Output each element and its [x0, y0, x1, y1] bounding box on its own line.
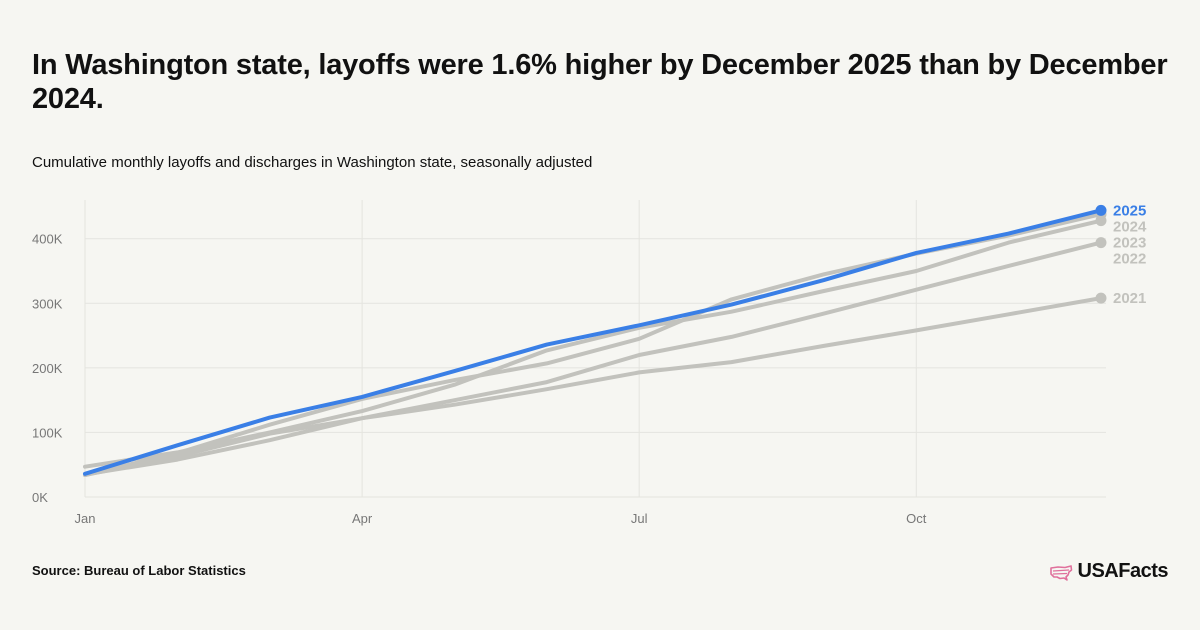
source-note: Source: Bureau of Labor Statistics	[32, 563, 246, 578]
x-tick-label: Apr	[352, 511, 373, 526]
y-tick-label: 300K	[32, 296, 63, 311]
axis-labels: 0K 100K 200K 300K 400K Jan Apr Jul Oct	[32, 232, 927, 526]
x-tick-label: Jan	[75, 511, 96, 526]
usa-map-icon	[1049, 563, 1073, 581]
series-end-point-2022	[1095, 237, 1107, 249]
y-tick-label: 200K	[32, 361, 63, 376]
series-label-2021: 2021	[1113, 290, 1146, 307]
x-tick-label: Oct	[906, 511, 927, 526]
series-line-2024	[83, 212, 1103, 477]
series-label-2023: 2023	[1113, 234, 1146, 251]
brand-name: USAFacts	[1077, 560, 1169, 582]
series-line-2021	[83, 296, 1103, 477]
series-line-2025	[83, 208, 1103, 476]
series-label-2025: 2025	[1113, 202, 1146, 219]
series-lines	[83, 204, 1107, 477]
y-tick-label: 400K	[32, 232, 63, 247]
chart-subtitle: Cumulative monthly layoffs and discharge…	[32, 154, 593, 171]
series-end-point-2021	[1095, 292, 1107, 304]
brand-logo: USAFacts	[1049, 560, 1169, 583]
series-label-2024: 2024	[1113, 218, 1147, 235]
y-tick-label: 100K	[32, 425, 63, 440]
series-label-2022: 2022	[1113, 250, 1146, 267]
x-tick-label: Jul	[631, 511, 648, 526]
chart-title: In Washington state, layoffs were 1.6% h…	[32, 49, 1168, 115]
y-tick-label: 0K	[32, 490, 48, 505]
series-line-2023	[83, 218, 1103, 469]
series-end-point-2025	[1095, 204, 1107, 216]
